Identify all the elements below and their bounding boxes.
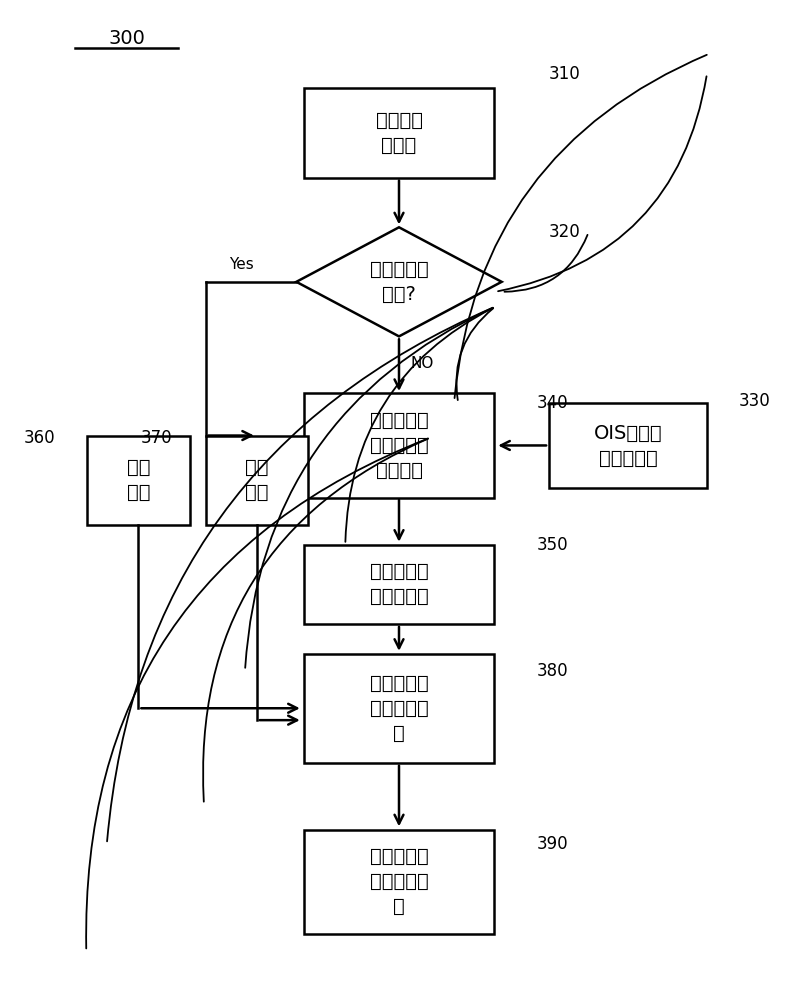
Text: 镜头偏移量
异常?: 镜头偏移量 异常? (369, 260, 429, 304)
Bar (304, 393, 494, 498)
Text: Yes: Yes (229, 257, 254, 272)
Text: 补偿双摄像
头标定参数: 补偿双摄像 头标定参数 (369, 562, 429, 606)
Bar (304, 545, 494, 624)
Bar (87, 436, 190, 525)
Text: 将镜头偏移
量转换为图
像偏移量: 将镜头偏移 量转换为图 像偏移量 (369, 411, 429, 480)
Text: 360: 360 (24, 429, 56, 447)
Bar (304, 654, 494, 763)
Bar (206, 436, 308, 525)
Bar (304, 830, 494, 934)
Bar (304, 88, 494, 178)
Text: 300: 300 (108, 29, 145, 48)
Text: 第一
图像: 第一 图像 (127, 458, 150, 502)
Text: 获取镜头
偏移量: 获取镜头 偏移量 (376, 111, 422, 155)
Text: 310: 310 (549, 65, 581, 83)
Text: 390: 390 (537, 835, 569, 853)
Text: OIS马达感
度标定参数: OIS马达感 度标定参数 (594, 423, 662, 467)
Text: NO: NO (411, 356, 434, 371)
Polygon shape (296, 227, 502, 336)
Text: 340: 340 (537, 394, 569, 412)
Bar (549, 403, 707, 488)
Text: 370: 370 (140, 429, 172, 447)
Text: 330: 330 (738, 392, 770, 410)
Text: 计算目标场
景的场景深
度: 计算目标场 景的场景深 度 (369, 674, 429, 743)
Text: 320: 320 (549, 223, 581, 241)
Text: 第二
图像: 第二 图像 (245, 458, 269, 502)
Text: 380: 380 (537, 662, 569, 680)
Text: 350: 350 (537, 536, 569, 554)
Text: 输出目标场
景的场景深
度: 输出目标场 景的场景深 度 (369, 847, 429, 916)
